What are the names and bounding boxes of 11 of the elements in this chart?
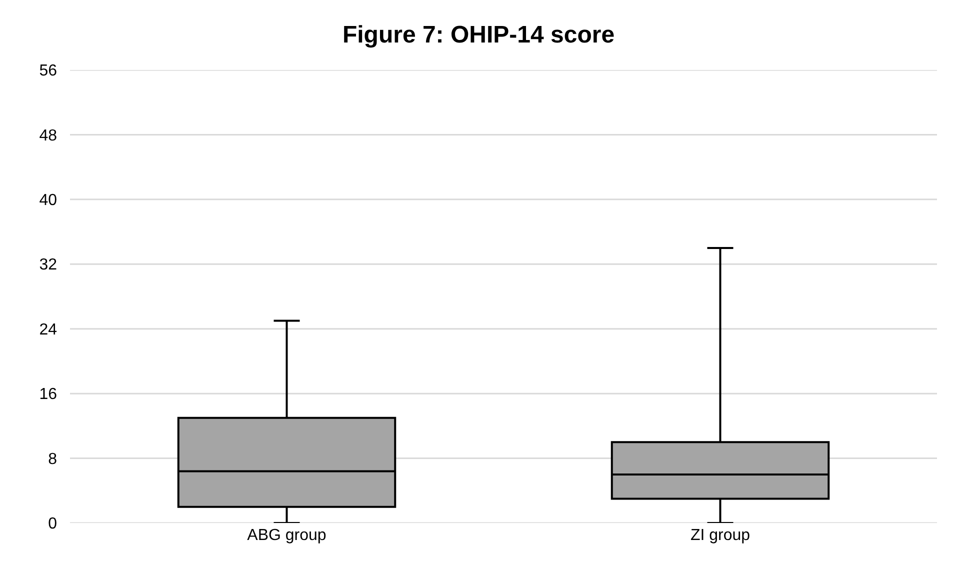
y-tick-label: 8 <box>48 450 58 468</box>
y-tick-label: 40 <box>39 192 58 210</box>
x-tick-label: ZI group <box>690 527 750 544</box>
chart-title: Figure 7: OHIP-14 score <box>342 21 615 48</box>
y-tick-label: 48 <box>39 127 58 144</box>
x-tick-label: ABG group <box>247 527 326 544</box>
y-tick-label: 56 <box>39 62 58 80</box>
y-tick-label: 16 <box>39 386 58 404</box>
y-tick-label: 0 <box>48 516 58 533</box>
y-tick-label: 32 <box>39 256 58 274</box>
y-tick-label: 24 <box>39 321 58 338</box>
